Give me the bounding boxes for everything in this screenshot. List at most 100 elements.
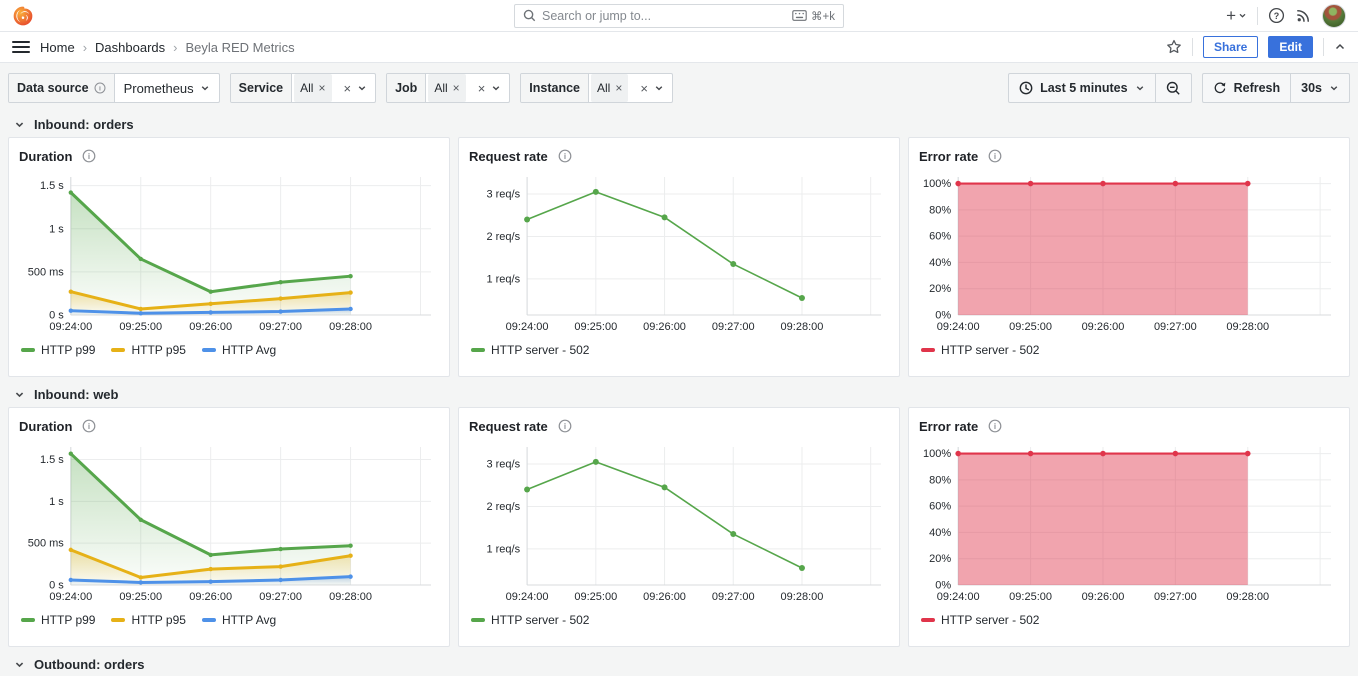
request-rate-chart[interactable]: 1 req/s 2 req/s 3 req/s 09:24:00 09:25:00 09:…: [469, 167, 889, 339]
row-header[interactable]: Inbound: orders: [8, 111, 1350, 137]
panel-header[interactable]: Duration i: [19, 415, 439, 437]
info-icon[interactable]: i: [988, 149, 1002, 163]
search-box[interactable]: ⌘+k: [514, 3, 844, 28]
variable-value-chip[interactable]: All ×: [294, 74, 332, 102]
legend-item[interactable]: HTTP server - 502: [921, 613, 1039, 627]
zoom-out-time-button[interactable]: [1154, 74, 1191, 102]
chart-legend: HTTP p99 HTTP p95 HTTP Avg: [19, 609, 439, 631]
breadcrumb-dashboards[interactable]: Dashboards: [95, 39, 166, 55]
row-header[interactable]: Outbound: orders: [8, 651, 1350, 676]
legend-item[interactable]: HTTP p95: [111, 343, 186, 357]
svg-text:20%: 20%: [929, 553, 951, 565]
chart-legend: HTTP p99 HTTP p95 HTTP Avg: [19, 339, 439, 361]
svg-text:09:25:00: 09:25:00: [574, 591, 617, 603]
breadcrumb-home[interactable]: Home: [40, 39, 75, 55]
panel-request-rate: Request rate i 1 req/s 2 req/s 3 req/s 09:2…: [458, 137, 900, 377]
row-title: Outbound: orders: [34, 656, 145, 672]
refresh-icon: [1214, 82, 1225, 94]
duration-chart[interactable]: 0 s 500 ms 1 s 1.5 s 09:24:00 09:25:00 09:26:0…: [19, 167, 439, 339]
legend-item[interactable]: HTTP p95: [111, 613, 186, 627]
news-icon[interactable]: [1295, 7, 1312, 24]
legend-item[interactable]: HTTP Avg: [201, 613, 276, 627]
chevron-down-icon[interactable]: [654, 83, 664, 93]
clear-all-icon[interactable]: ×: [343, 80, 352, 96]
refresh-interval-select[interactable]: 30s: [1290, 74, 1349, 102]
divider: [1257, 6, 1258, 25]
row-title: Inbound: web: [34, 386, 119, 402]
legend-item[interactable]: HTTP p99: [21, 613, 95, 627]
row-title: Inbound: orders: [34, 116, 134, 132]
svg-text:500 ms: 500 ms: [28, 538, 65, 550]
svg-text:09:24:00: 09:24:00: [937, 321, 980, 333]
edit-button[interactable]: Edit: [1268, 36, 1313, 58]
user-avatar[interactable]: [1322, 3, 1346, 28]
datasource-picker: Data source i Prometheus: [8, 73, 220, 103]
remove-value-icon[interactable]: ×: [452, 81, 460, 95]
error-rate-chart[interactable]: 0% 20% 40% 60% 80% 100% 09:24:00 09:25:00 09:26:…: [919, 437, 1339, 609]
legend-item[interactable]: HTTP server - 502: [471, 613, 589, 627]
svg-text:3 req/s: 3 req/s: [486, 188, 520, 200]
panel-title: Duration: [19, 148, 73, 164]
svg-text:09:25:00: 09:25:00: [119, 591, 162, 603]
share-button[interactable]: Share: [1202, 36, 1259, 58]
dashboard-controls: Data source i Prometheus Service All × ×…: [0, 63, 1358, 109]
panel-header[interactable]: Request rate i: [469, 145, 889, 167]
row-header[interactable]: Inbound: web: [8, 381, 1350, 407]
info-icon[interactable]: i: [94, 82, 106, 94]
chevron-down-icon: [15, 121, 24, 127]
menu-toggle-button[interactable]: [12, 40, 30, 54]
remove-value-icon[interactable]: ×: [318, 81, 326, 95]
info-icon[interactable]: i: [558, 149, 572, 163]
legend-item[interactable]: HTTP server - 502: [471, 343, 589, 357]
datasource-select[interactable]: Prometheus: [115, 74, 219, 102]
info-icon[interactable]: i: [558, 419, 572, 433]
info-icon[interactable]: i: [82, 419, 96, 433]
panel-header[interactable]: Duration i: [19, 145, 439, 167]
legend-label: HTTP p95: [131, 613, 186, 627]
favorite-star-button[interactable]: [1166, 39, 1182, 55]
collapse-topnav-button[interactable]: [1334, 41, 1346, 53]
clear-all-icon[interactable]: ×: [640, 80, 648, 96]
dashboard-row: Inbound: orders Duration i 0 s 500 ms 1 s 1…: [8, 111, 1350, 377]
help-button[interactable]: ?: [1268, 7, 1285, 24]
svg-text:09:25:00: 09:25:00: [1009, 321, 1052, 333]
chevron-down-icon[interactable]: [491, 83, 501, 93]
legend-item[interactable]: HTTP Avg: [201, 343, 276, 357]
svg-text:09:26:00: 09:26:00: [643, 321, 686, 333]
duration-chart[interactable]: 0 s 500 ms 1 s 1.5 s 09:24:00 09:25:00 09:26:0…: [19, 437, 439, 609]
request-rate-chart[interactable]: 1 req/s 2 req/s 3 req/s 09:24:00 09:25:00 09:…: [469, 437, 889, 609]
chevron-down-icon[interactable]: [357, 83, 367, 93]
legend-swatch: [201, 348, 216, 352]
search-input[interactable]: [542, 8, 787, 23]
variable-tools: ×: [630, 74, 672, 102]
legend-item[interactable]: HTTP server - 502: [921, 343, 1039, 357]
info-icon[interactable]: i: [988, 419, 1002, 433]
chevron-down-icon: [15, 661, 24, 667]
svg-text:1 s: 1 s: [49, 496, 64, 508]
svg-text:09:28:00: 09:28:00: [329, 321, 372, 333]
legend-label: HTTP server - 502: [941, 613, 1040, 627]
chart-legend: HTTP server - 502: [469, 609, 889, 631]
panel-header[interactable]: Error rate i: [919, 415, 1339, 437]
grafana-logo[interactable]: [12, 5, 34, 27]
remove-value-icon[interactable]: ×: [615, 81, 623, 95]
error-rate-chart[interactable]: 0% 20% 40% 60% 80% 100% 09:24:00 09:25:00 09:26:…: [919, 167, 1339, 339]
panel-header[interactable]: Request rate i: [469, 415, 889, 437]
legend-swatch: [21, 618, 35, 622]
dashboard-body: Inbound: orders Duration i 0 s 500 ms 1 s 1…: [0, 111, 1358, 676]
legend-label: HTTP p99: [41, 343, 96, 357]
variable-label: Instance: [521, 74, 589, 102]
refresh-button[interactable]: Refresh: [1203, 74, 1291, 102]
variable-value-chip[interactable]: All ×: [428, 74, 466, 102]
time-range-button[interactable]: Last 5 minutes: [1009, 74, 1155, 102]
variable-value-chip[interactable]: All ×: [591, 74, 629, 102]
new-button[interactable]: +: [1226, 7, 1247, 24]
chart-legend: HTTP server - 502: [919, 339, 1339, 361]
panel-error-rate: Error rate i 0% 20% 40% 60% 80% 100% 09:24:00 0…: [908, 137, 1350, 377]
svg-text:i: i: [564, 152, 566, 161]
info-icon[interactable]: i: [82, 149, 96, 163]
clear-all-icon[interactable]: ×: [477, 80, 486, 96]
legend-item[interactable]: HTTP p99: [21, 343, 95, 357]
svg-text:i: i: [994, 422, 996, 431]
panel-header[interactable]: Error rate i: [919, 145, 1339, 167]
